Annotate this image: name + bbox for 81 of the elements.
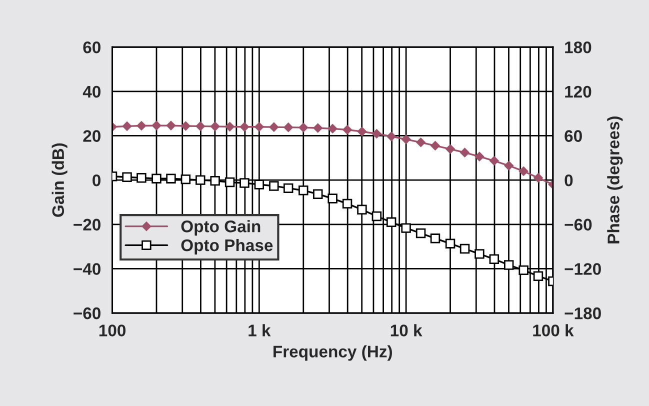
point <box>224 177 235 188</box>
point <box>430 234 440 244</box>
point <box>460 148 470 158</box>
point <box>504 260 514 270</box>
legend-label: Opto Gain <box>181 220 260 236</box>
point <box>342 125 352 134</box>
point <box>445 238 456 248</box>
point <box>313 123 322 133</box>
y-tick-label: −60 <box>74 307 100 320</box>
point <box>474 152 484 162</box>
point <box>166 174 176 184</box>
y2-tick-label: −60 <box>564 218 592 231</box>
point <box>416 138 426 148</box>
point <box>254 180 264 190</box>
point <box>136 121 146 130</box>
point <box>357 126 367 136</box>
point <box>504 161 514 170</box>
x-tick-label: 100 <box>99 324 126 336</box>
point <box>534 173 543 182</box>
point <box>269 122 279 132</box>
point <box>122 122 132 131</box>
point <box>386 132 396 142</box>
x-tick-label: 10 k <box>390 324 422 336</box>
y2-axis-title: Phase (degrees) <box>607 116 623 244</box>
point <box>533 271 544 281</box>
legend-label: Opto Phase <box>181 238 273 254</box>
y2-tick-label: −180 <box>564 307 601 320</box>
point <box>298 186 308 196</box>
point <box>254 122 264 132</box>
point <box>210 176 220 186</box>
point <box>196 122 206 131</box>
point <box>313 189 323 199</box>
point <box>284 122 293 132</box>
point <box>122 172 132 182</box>
y2-tick-label: 0 <box>564 174 573 186</box>
point <box>401 223 411 233</box>
point <box>166 120 176 130</box>
y-tick-label: −40 <box>74 263 100 275</box>
point <box>490 156 499 166</box>
point <box>225 122 234 132</box>
point <box>298 122 308 132</box>
x-tick-label: 100 k <box>533 324 574 336</box>
point <box>180 174 191 184</box>
point <box>430 141 440 150</box>
y-tick-label: −20 <box>74 218 100 231</box>
y2-tick-label: 180 <box>565 41 592 54</box>
point <box>518 166 528 176</box>
y-tick-label: 20 <box>83 130 100 142</box>
point <box>401 134 411 144</box>
point <box>372 211 382 222</box>
point <box>328 194 338 204</box>
point <box>386 217 396 228</box>
point <box>416 228 426 238</box>
x-tick-label: 1 k <box>248 324 271 336</box>
x-axis-title: Frequency (Hz) <box>274 345 392 361</box>
point <box>328 124 338 134</box>
point <box>152 120 162 130</box>
y-tick-label: 60 <box>83 41 100 54</box>
point <box>283 183 294 194</box>
y2-tick-label: 60 <box>564 130 582 142</box>
point <box>372 129 382 138</box>
y-tick-label: 40 <box>82 86 100 98</box>
point <box>342 198 352 209</box>
point <box>518 265 528 276</box>
point <box>460 244 470 254</box>
point <box>446 144 455 154</box>
point <box>240 122 250 132</box>
y2-tick-label: −120 <box>564 263 601 275</box>
point <box>357 204 367 214</box>
point <box>136 172 146 183</box>
point <box>269 181 279 191</box>
point <box>489 254 500 264</box>
y-tick-label: 0 <box>92 174 100 186</box>
point <box>210 122 220 132</box>
point <box>240 178 250 188</box>
point <box>181 121 190 131</box>
point <box>474 249 484 259</box>
point <box>196 175 206 185</box>
y2-tick-label: 120 <box>565 86 592 98</box>
y-axis-title: Gain (dB) <box>52 143 68 217</box>
point <box>152 174 162 184</box>
